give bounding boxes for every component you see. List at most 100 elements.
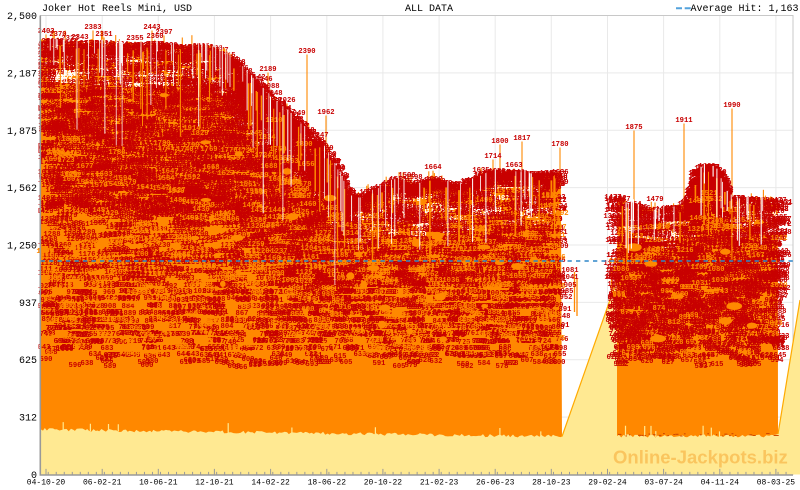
svg-text:1324: 1324 [441,228,459,236]
svg-text:2218: 2218 [228,59,245,67]
svg-text:1514: 1514 [313,191,331,199]
svg-text:1590: 1590 [470,179,487,187]
svg-text:1630: 1630 [537,173,554,181]
svg-text:1361: 1361 [386,217,404,225]
svg-text:2305: 2305 [167,45,184,53]
svg-text:2275: 2275 [63,49,80,57]
svg-text:2198: 2198 [50,68,67,76]
svg-text:1617: 1617 [549,171,566,179]
svg-text:2268: 2268 [212,54,229,62]
svg-text:2345: 2345 [39,42,56,50]
svg-text:2184: 2184 [195,65,213,73]
svg-text:1564: 1564 [404,184,422,192]
svg-text:1657: 1657 [514,171,531,179]
svg-text:1650: 1650 [488,168,505,176]
svg-text:1516: 1516 [361,192,378,200]
svg-text:2261: 2261 [198,55,216,63]
svg-text:1321: 1321 [494,228,512,236]
svg-text:1323: 1323 [358,232,375,240]
svg-text:1854: 1854 [294,136,312,144]
svg-text:2288: 2288 [104,55,121,63]
svg-text:1560: 1560 [475,178,492,186]
svg-text:2039: 2039 [264,97,281,105]
svg-text:2328: 2328 [38,41,55,49]
svg-text:1509: 1509 [455,195,472,203]
svg-text:1508: 1508 [436,190,453,198]
svg-text:1618: 1618 [542,173,559,181]
svg-text:1521: 1521 [441,195,459,203]
svg-text:1581: 1581 [480,179,498,187]
svg-text:2304: 2304 [63,49,81,57]
svg-text:1569: 1569 [547,181,564,189]
svg-text:1532: 1532 [396,189,413,197]
svg-text:2243: 2243 [186,56,203,64]
svg-text:1419: 1419 [349,206,366,214]
svg-text:1803: 1803 [304,138,321,146]
svg-text:1250: 1250 [356,239,373,247]
svg-text:2116: 2116 [92,80,109,88]
svg-text:1262: 1262 [345,239,362,247]
svg-text:1386: 1386 [660,221,677,229]
svg-text:1595: 1595 [392,182,409,190]
svg-text:1667: 1667 [502,170,519,178]
svg-text:2345: 2345 [158,43,175,51]
svg-text:1536: 1536 [375,190,392,198]
svg-text:1403: 1403 [404,208,421,216]
svg-text:2270: 2270 [83,49,100,57]
svg-text:1567: 1567 [433,182,450,190]
svg-text:1961: 1961 [272,110,290,118]
svg-text:2138: 2138 [50,77,67,85]
svg-text:1412: 1412 [519,211,536,219]
svg-text:1617: 1617 [487,175,504,183]
svg-text:2299: 2299 [76,49,93,57]
svg-text:1782: 1782 [307,151,324,159]
svg-text:1540: 1540 [407,186,424,194]
svg-text:1503: 1503 [355,194,372,202]
svg-text:2319: 2319 [147,41,164,49]
svg-text:1568: 1568 [426,183,443,191]
svg-text:1364: 1364 [446,217,464,225]
svg-text:1389: 1389 [532,220,549,228]
svg-text:1553: 1553 [443,185,460,193]
svg-text:1436: 1436 [334,202,351,210]
svg-text:2254: 2254 [71,51,89,59]
svg-text:1570: 1570 [548,181,565,189]
svg-text:1545: 1545 [399,188,416,196]
svg-text:2332: 2332 [42,43,59,51]
svg-text:2215: 2215 [168,56,185,64]
svg-text:2122: 2122 [233,77,250,85]
svg-text:1580: 1580 [703,180,720,188]
svg-text:1565: 1565 [534,184,551,192]
svg-text:2157: 2157 [147,73,164,81]
svg-text:639: 639 [267,345,280,353]
svg-text:2259: 2259 [223,57,240,65]
svg-text:1514: 1514 [339,192,357,200]
svg-text:1468: 1468 [429,194,446,202]
svg-text:2317: 2317 [57,44,74,52]
svg-text:1491: 1491 [391,195,409,203]
svg-text:1446: 1446 [472,206,489,214]
svg-text:2255: 2255 [170,54,187,62]
svg-text:2349: 2349 [174,44,191,52]
svg-text:1588: 1588 [525,178,542,186]
svg-text:1387: 1387 [414,217,431,225]
svg-text:1583: 1583 [429,185,446,193]
svg-text:1625: 1625 [697,176,714,184]
svg-text:1522: 1522 [367,191,384,199]
svg-text:2292: 2292 [120,50,137,58]
svg-text:1573: 1573 [463,182,480,190]
svg-text:1540: 1540 [376,187,393,195]
svg-text:1589: 1589 [709,175,726,183]
svg-text:2362: 2362 [69,41,86,49]
svg-text:2275: 2275 [188,49,205,57]
svg-text:1624: 1624 [294,171,312,179]
svg-text:1528: 1528 [446,194,463,202]
svg-text:1936: 1936 [266,108,283,116]
svg-text:1544: 1544 [438,184,456,192]
svg-text:584: 584 [478,360,492,368]
svg-text:2263: 2263 [140,52,157,60]
svg-text:2264: 2264 [145,48,163,56]
svg-text:1477: 1477 [348,201,365,209]
svg-text:1555: 1555 [401,185,418,193]
svg-text:2174: 2174 [73,70,91,78]
